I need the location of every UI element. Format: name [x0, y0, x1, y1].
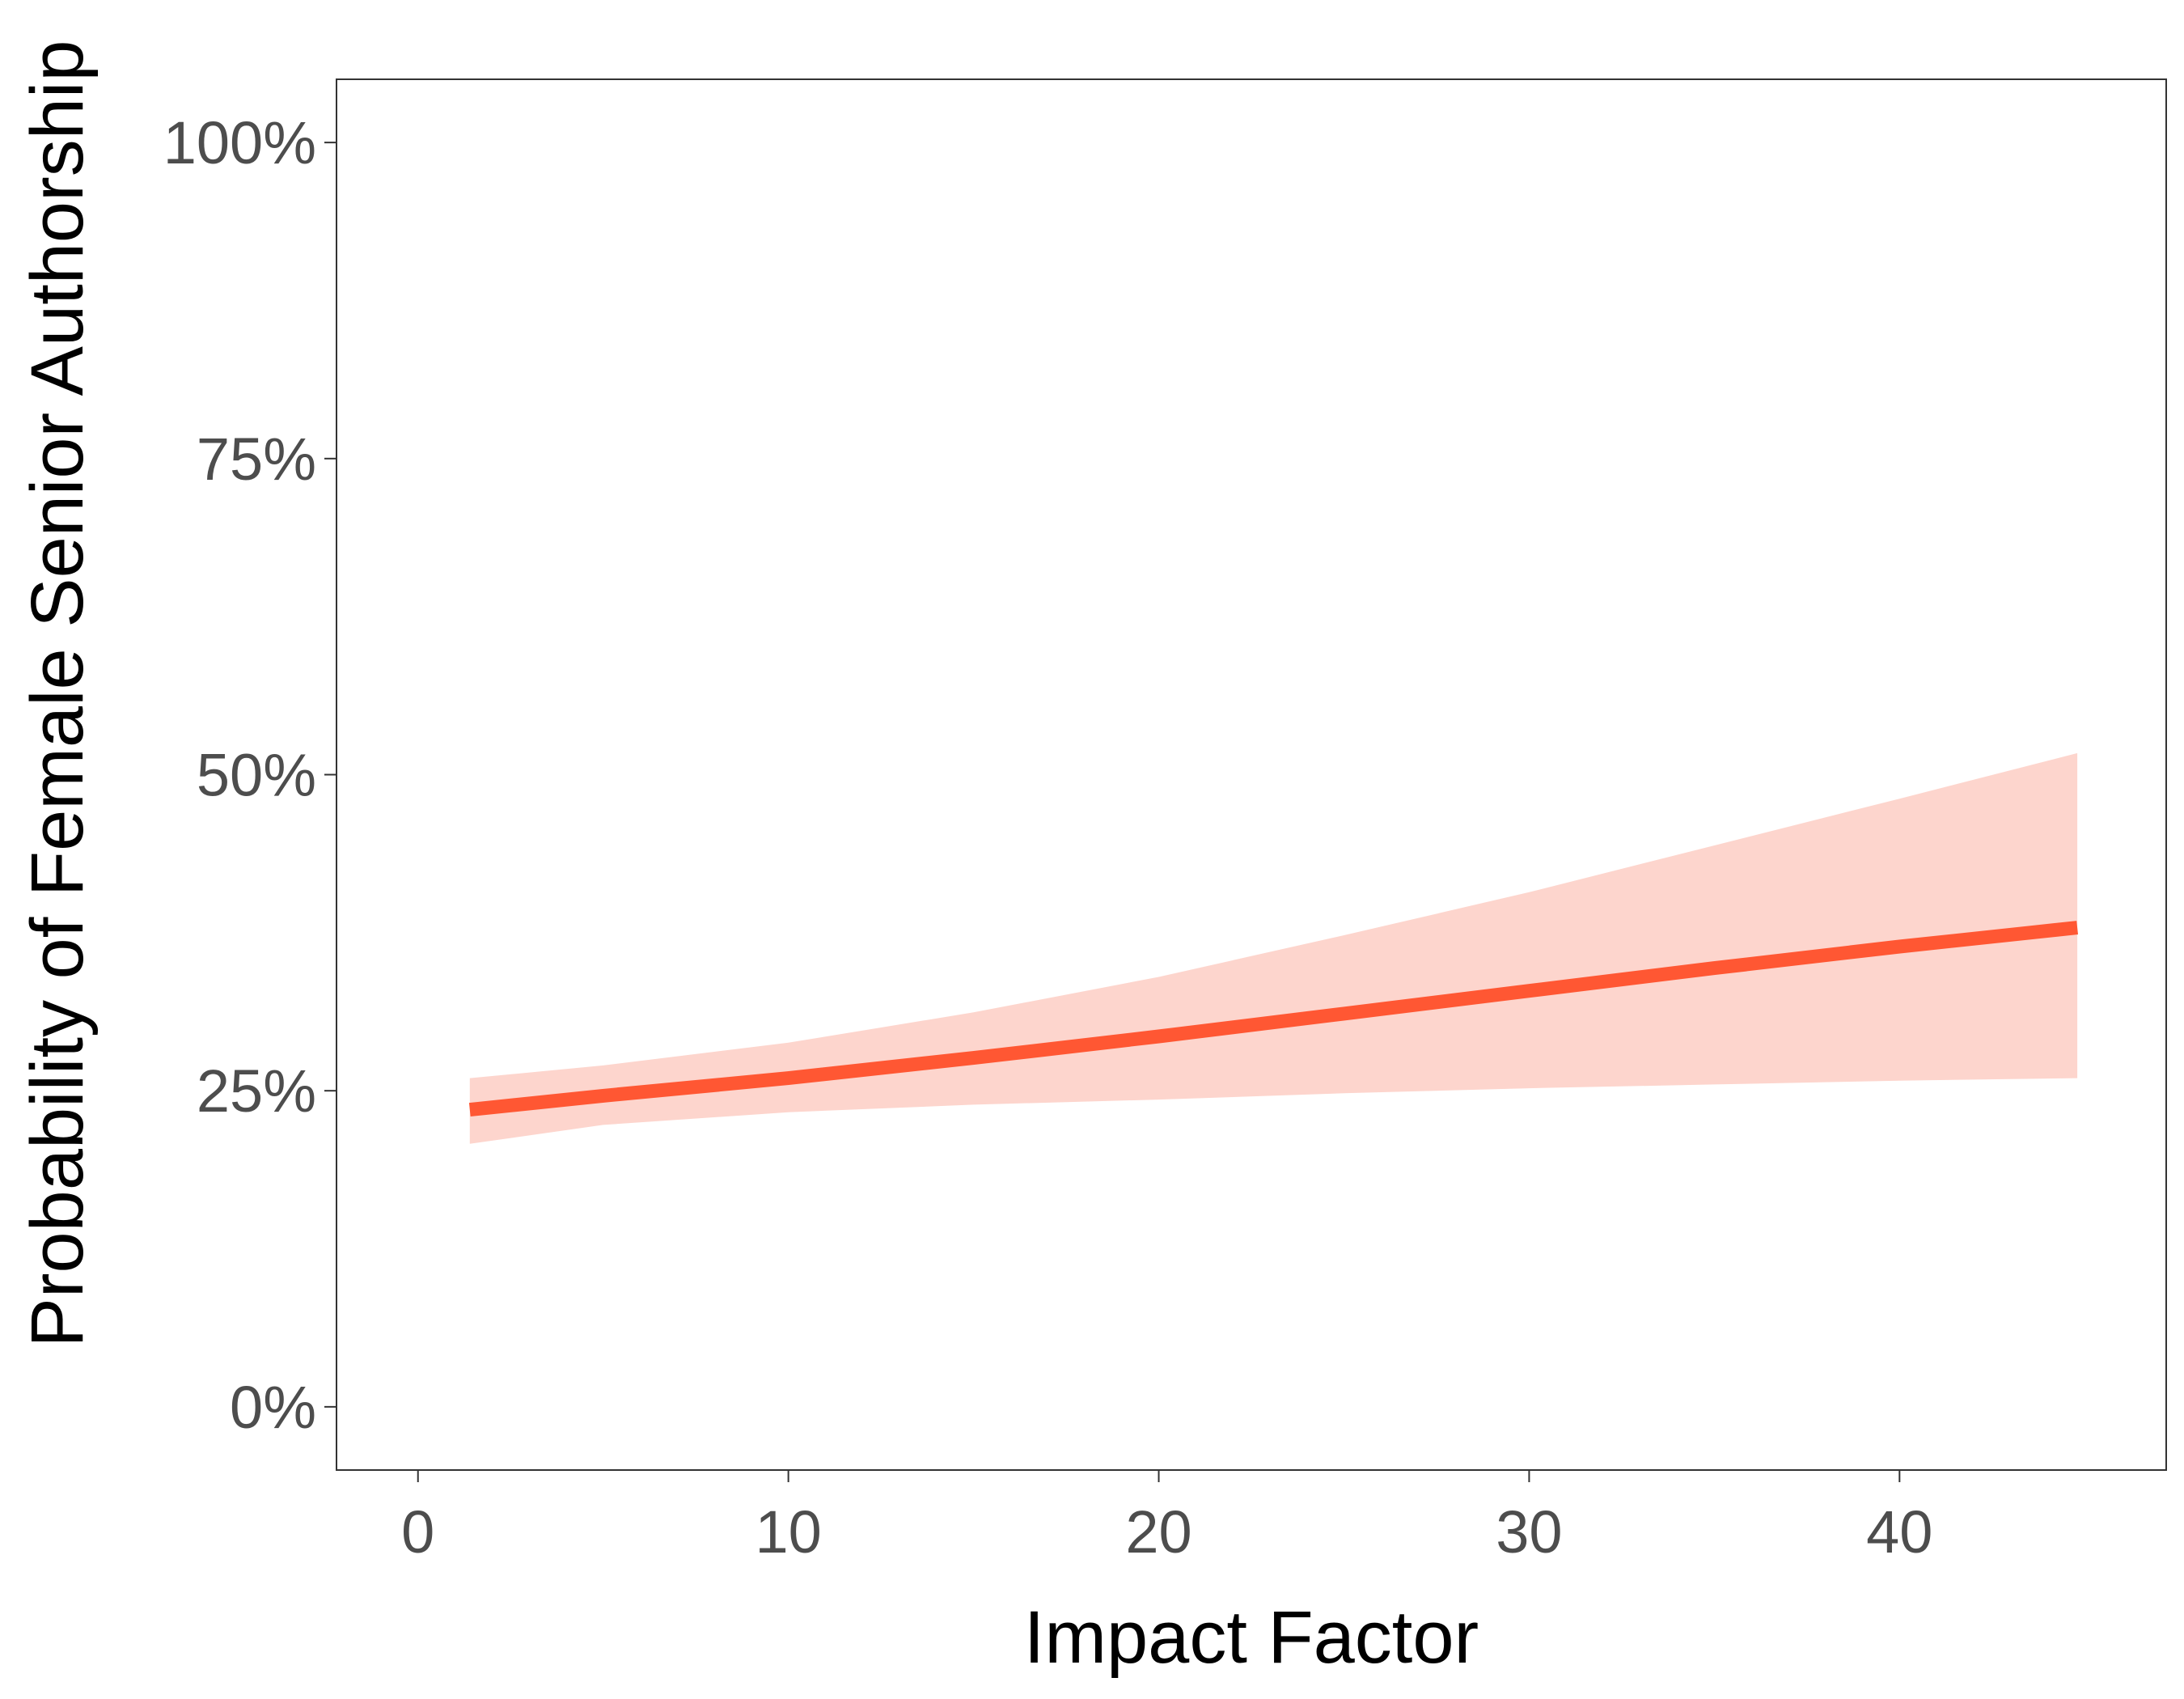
y-tick-label: 50%: [197, 742, 316, 809]
x-tick-label: 20: [1125, 1498, 1191, 1566]
y-axis-title: Probability of Female Senior Authorship: [16, 40, 99, 1348]
y-axis: 0% 25% 50% 75% 100%: [163, 109, 336, 1441]
y-tick-label: 100%: [163, 109, 316, 176]
y-tick-label: 0%: [230, 1374, 316, 1441]
confidence-band-layer: [469, 752, 2078, 1144]
confidence-band: [469, 752, 2078, 1144]
trend-line-layer: [468, 921, 2078, 1117]
x-tick-label: 0: [401, 1498, 434, 1566]
y-tick-label: 25%: [197, 1057, 316, 1125]
x-tick-label: 10: [755, 1498, 821, 1566]
x-tick-label: 40: [1866, 1498, 1932, 1566]
plot-panel-border: [336, 78, 2167, 1471]
trend-line: [468, 921, 2078, 1117]
x-tick-label: 30: [1496, 1498, 1562, 1566]
x-axis-title: Impact Factor: [1024, 1596, 1479, 1679]
y-tick-label: 75%: [197, 426, 316, 493]
x-axis: 0 10 20 30 40: [401, 1470, 1932, 1566]
